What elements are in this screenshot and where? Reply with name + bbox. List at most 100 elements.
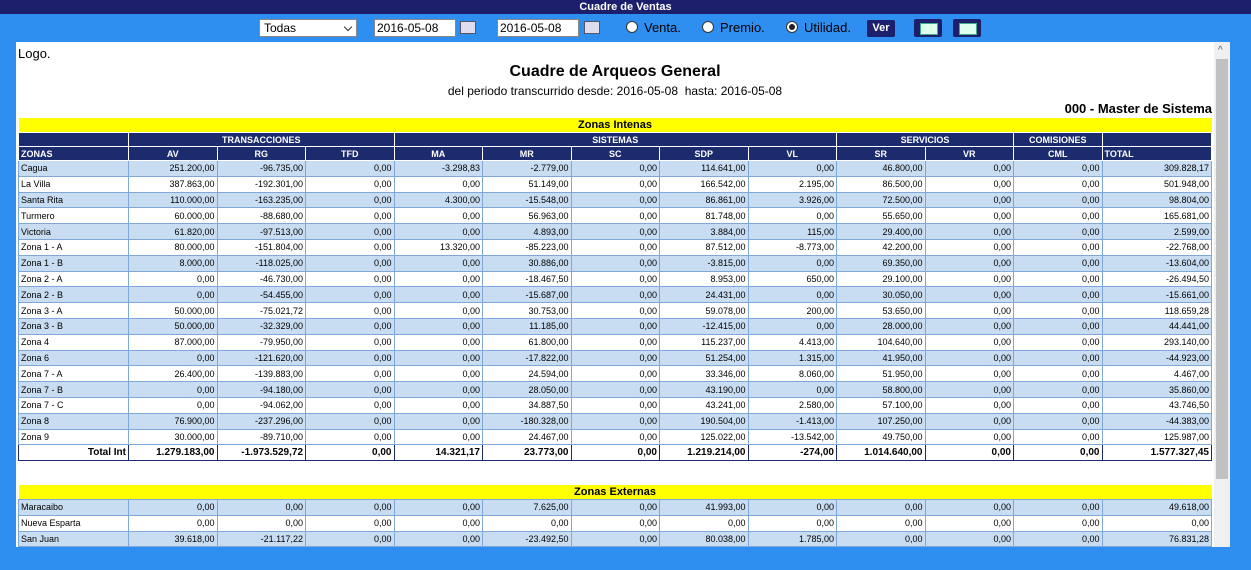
value-cell: 0,00 [393, 223, 483, 240]
value-cell: 114.641,00 [659, 160, 749, 177]
date-to[interactable]: 2016-05-08 [497, 19, 579, 37]
value-cell: 0,00 [305, 286, 395, 304]
value-cell: 0,00 [924, 530, 1014, 547]
value-cell: 0,00 [1013, 160, 1103, 177]
date-from[interactable]: 2016-05-08 [374, 19, 456, 37]
value-cell: 0,00 [393, 317, 483, 335]
value-cell: 0,00 [393, 381, 483, 398]
value-cell: 0,00 [1013, 223, 1103, 240]
value-cell: 0,00 [305, 444, 395, 462]
value-cell: 0,00 [1101, 514, 1212, 532]
value-cell: 43.241,00 [659, 396, 749, 414]
data-row: Zona 2 - B 0,00 -54.455,00 0,00 0,00 -15.687,… [18, 286, 1212, 304]
excel-button[interactable] [953, 19, 981, 37]
report-user: 000 - Master de Sistema [1064, 101, 1212, 116]
value-cell: 86.500,00 [836, 175, 926, 193]
section-title: Zonas Intenas [18, 118, 1212, 133]
data-row: Santa Rita 110.000,00 -163.235,00 0,00 4.300… [18, 191, 1212, 209]
value-cell: 43.746,50 [1101, 396, 1212, 414]
value-cell: -274,00 [747, 444, 837, 462]
value-cell: 0,00 [305, 238, 395, 256]
value-cell: 49.750,00 [836, 428, 926, 446]
value-cell: -13.604,00 [1101, 254, 1212, 272]
value-cell: 0,00 [570, 365, 660, 383]
value-cell: 28.000,00 [836, 317, 926, 335]
value-cell: 0,00 [305, 160, 395, 177]
value-cell: 87.000,00 [128, 333, 218, 351]
value-cell: 0,00 [570, 412, 660, 430]
group-header: TRANSACCIONES [128, 132, 395, 147]
section-row: Zonas Intenas [18, 118, 1212, 133]
value-cell: -151.804,00 [216, 238, 306, 256]
value-cell: 61.820,00 [128, 223, 218, 240]
value-cell: 115,00 [747, 223, 837, 240]
value-cell: -1.413,00 [747, 412, 837, 430]
report-panel: Logo. Cuadre de Arqueos General del peri… [16, 42, 1230, 547]
radio-utilidad[interactable]: Utilidad. [786, 20, 851, 36]
zone-name: Zona 4 [18, 333, 129, 351]
radio-premio[interactable]: Premio. [702, 20, 765, 36]
print-button[interactable] [914, 19, 942, 37]
value-cell: -44.923,00 [1101, 349, 1212, 367]
group-header: SERVICIOS [836, 132, 1014, 147]
value-cell: -17.822,00 [482, 349, 572, 367]
data-row: Victoria 61.820,00 -97.513,00 0,00 0,00 4.893… [18, 223, 1212, 240]
report-subtitle: del periodo transcurrido desde: 2016-05-… [447, 84, 783, 98]
value-cell: 0,00 [305, 270, 395, 288]
zone-select[interactable]: Todas [259, 19, 357, 37]
value-cell: -89.710,00 [216, 428, 306, 446]
value-cell: 29.100,00 [836, 270, 926, 288]
value-cell: 14.321,17 [393, 444, 483, 462]
value-cell: 165.681,00 [1101, 207, 1212, 225]
zone-name: Zona 8 [18, 412, 129, 430]
value-cell: 0,00 [305, 514, 395, 532]
calendar-icon[interactable] [460, 21, 476, 34]
value-cell: 0,00 [128, 286, 218, 304]
ver-button[interactable]: Ver [867, 20, 895, 37]
calendar-icon[interactable] [584, 21, 600, 34]
data-row: San Juan 39.618,00 -21.117,22 0,00 0,00 -23.4… [18, 530, 1212, 547]
radio-label: Venta. [644, 20, 681, 35]
value-cell: 2.195,00 [747, 175, 837, 193]
value-cell: 60.000,00 [128, 207, 218, 225]
value-cell: 0,00 [305, 428, 395, 446]
scrollbar[interactable]: ^ [1214, 42, 1230, 547]
data-row: Maracaibo 0,00 0,00 0,00 0,00 7.625,00 0,00 41.… [18, 499, 1212, 516]
value-cell: 41.993,00 [659, 499, 749, 516]
value-cell: 0,00 [570, 175, 660, 193]
group-header: SISTEMAS [393, 132, 837, 147]
value-cell: 58.800,00 [836, 381, 926, 398]
value-cell: 1.577.327,45 [1101, 444, 1212, 462]
value-cell: 0,00 [393, 349, 483, 367]
data-row: Zona 4 87.000,00 -79.950,00 0,00 0,00 61.800,… [18, 333, 1212, 351]
value-cell: 200,00 [747, 302, 837, 319]
value-cell: 0,00 [128, 499, 218, 516]
value-cell: 2.580,00 [747, 396, 837, 414]
value-cell: 3.926,00 [747, 191, 837, 209]
value-cell: 8.000,00 [128, 254, 218, 272]
value-cell: -118.025,00 [216, 254, 306, 272]
value-cell: -121.620,00 [216, 349, 306, 367]
value-cell: 0,00 [570, 349, 660, 367]
value-cell: 0,00 [305, 254, 395, 272]
data-row: Zona 7 - A 26.400,00 -139.883,00 0,00 0,00 24… [18, 365, 1212, 383]
zone-name: Santa Rita [18, 191, 129, 209]
value-cell: 0,00 [393, 175, 483, 193]
zone-name: Maracaibo [18, 499, 129, 516]
value-cell: 1.219.214,00 [659, 444, 749, 462]
value-cell: -1.973.529,72 [216, 444, 306, 462]
radio-venta[interactable]: Venta. [626, 20, 681, 36]
column-header: AV [128, 146, 218, 161]
value-cell: 0,00 [1013, 349, 1103, 367]
value-cell: 0,00 [570, 160, 660, 177]
value-cell: 0,00 [393, 302, 483, 319]
column-header: RG [216, 146, 306, 161]
value-cell: 0,00 [924, 238, 1014, 256]
value-cell: 0,00 [1013, 365, 1103, 383]
value-cell: -163.235,00 [216, 191, 306, 209]
value-cell: 0,00 [924, 396, 1014, 414]
value-cell: 0,00 [836, 530, 926, 547]
value-cell: -46.730,00 [216, 270, 306, 288]
column-header: MR [482, 146, 572, 161]
value-cell: 0,00 [1013, 175, 1103, 193]
